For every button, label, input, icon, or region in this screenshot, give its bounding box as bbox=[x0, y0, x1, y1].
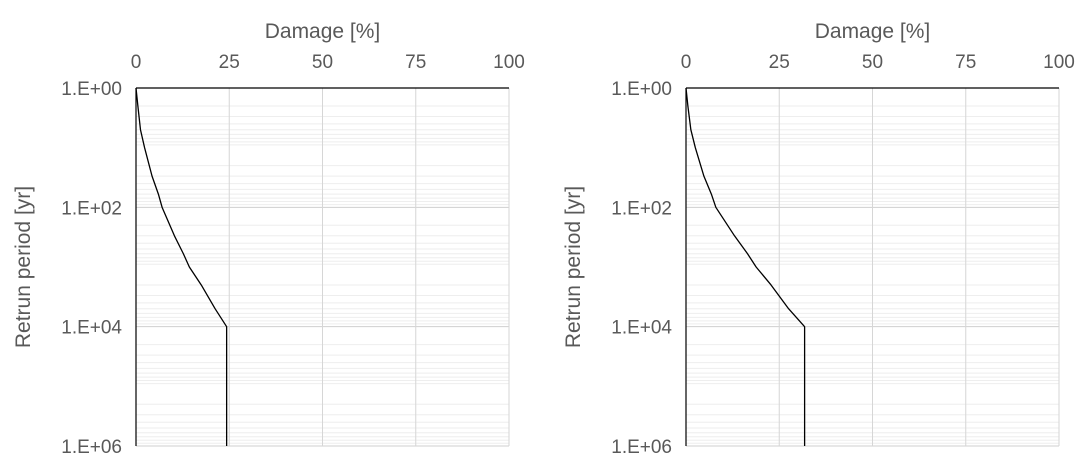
x-tick-label: 75 bbox=[405, 52, 426, 73]
x-tick-label: 0 bbox=[131, 52, 142, 73]
x-tick-label: 25 bbox=[769, 52, 790, 73]
y-tick-label: 1.E+04 bbox=[61, 318, 122, 339]
y-tick-label: 1.E+06 bbox=[611, 437, 672, 455]
y-tick-label: 1.E+00 bbox=[611, 79, 672, 100]
x-axis-title: Damage [%] bbox=[815, 20, 931, 43]
y-axis-title: Retrun period [yr] bbox=[562, 186, 585, 348]
chart-right: 0 25 50 75 100 1.E+00 1.E+02 1.E+04 1.E+06 Damage… bbox=[562, 20, 1075, 455]
y-tick-label: 1.E+06 bbox=[61, 437, 122, 455]
x-axis-title: Damage [%] bbox=[265, 20, 381, 43]
y-tick-label: 1.E+02 bbox=[611, 198, 672, 219]
y-tick-label: 1.E+00 bbox=[61, 79, 122, 100]
y-tick-label: 1.E+02 bbox=[61, 198, 122, 219]
x-tick-label: 50 bbox=[862, 52, 883, 73]
series-line-0 bbox=[135, 87, 228, 446]
x-tick-label: 100 bbox=[493, 52, 525, 73]
series-line-0 bbox=[685, 87, 806, 446]
y-tick-label: 1.E+04 bbox=[611, 318, 672, 339]
chart-left: 0 25 50 75 100 1.E+00 1.E+02 1.E+04 1.E+06 Damage… bbox=[12, 20, 525, 455]
x-tick-label: 25 bbox=[219, 52, 240, 73]
x-tick-label: 75 bbox=[955, 52, 976, 73]
y-axis-title: Retrun period [yr] bbox=[12, 186, 35, 348]
x-tick-label: 0 bbox=[681, 52, 692, 73]
x-tick-label: 100 bbox=[1043, 52, 1075, 73]
x-tick-label: 50 bbox=[312, 52, 333, 73]
